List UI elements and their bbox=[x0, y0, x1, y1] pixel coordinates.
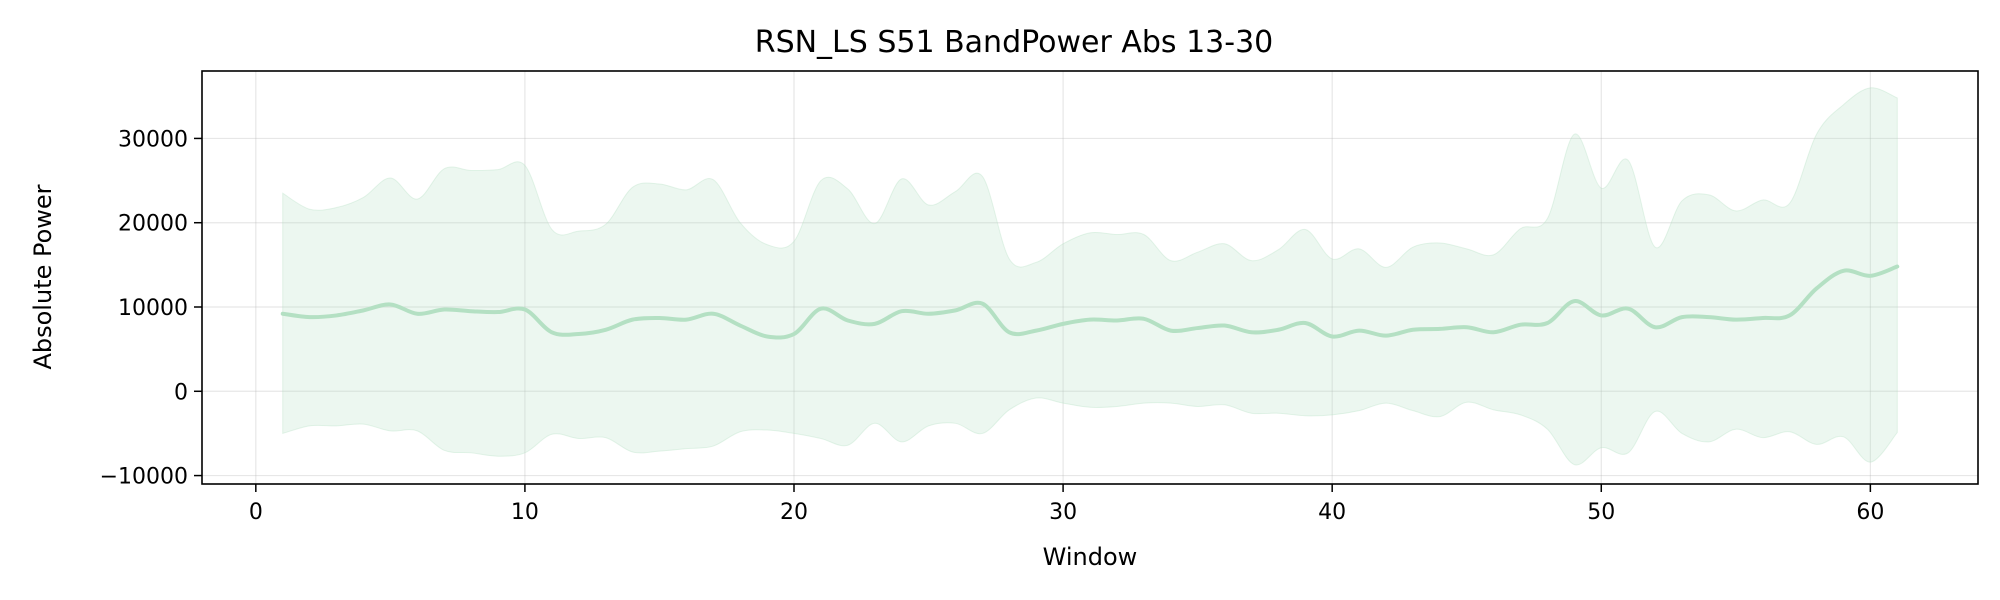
plot-frame bbox=[201, 70, 1979, 485]
std-band bbox=[282, 87, 1898, 466]
y-tick-label: 10000 bbox=[118, 296, 188, 321]
x-axis-label: Window bbox=[1043, 543, 1138, 571]
y-tick-label: 20000 bbox=[118, 212, 188, 237]
grid bbox=[202, 71, 1978, 484]
y-tick-label: 30000 bbox=[118, 127, 188, 152]
y-axis: −10000 0 10000 20000 30000 bbox=[100, 127, 202, 490]
chart-title: RSN_LS S51 BandPower Abs 13-30 bbox=[755, 25, 1274, 60]
mean-line bbox=[280, 264, 1900, 340]
x-tick-label: 30 bbox=[1049, 500, 1077, 525]
x-tick-label: 20 bbox=[780, 500, 808, 525]
line-layer bbox=[280, 264, 1900, 340]
x-tick-label: 10 bbox=[511, 500, 539, 525]
x-tick-label: 0 bbox=[249, 500, 263, 525]
band-layer bbox=[282, 87, 1898, 466]
y-tick-label: 0 bbox=[174, 380, 188, 405]
x-tick-label: 60 bbox=[1856, 500, 1884, 525]
y-tick-label: −10000 bbox=[100, 465, 188, 490]
y-axis-label: Absolute Power bbox=[29, 184, 57, 369]
x-axis: 0 10 20 30 40 50 60 bbox=[249, 484, 1884, 525]
x-tick-label: 50 bbox=[1587, 500, 1615, 525]
x-tick-label: 40 bbox=[1318, 500, 1346, 525]
